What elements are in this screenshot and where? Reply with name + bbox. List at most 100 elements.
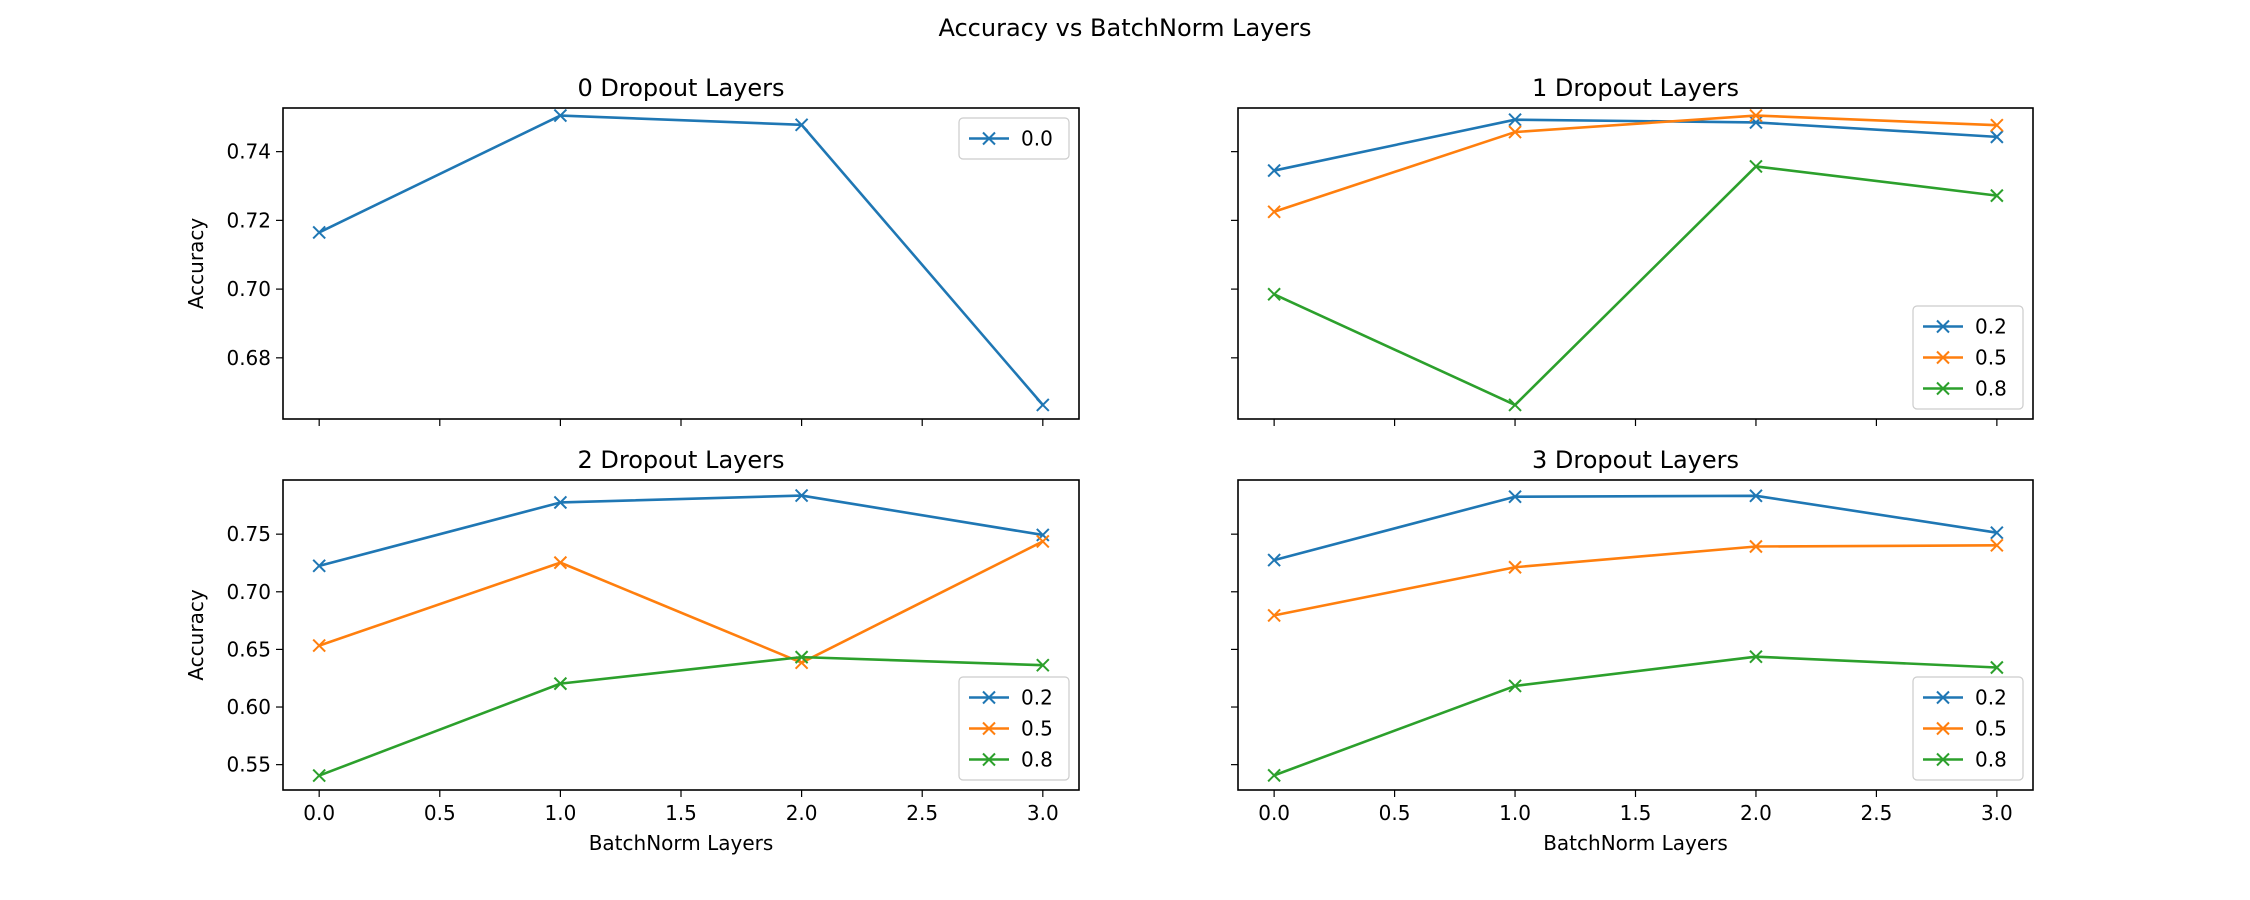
legend-label: 0.8 [1975, 748, 2007, 772]
x-tick-label: 0.0 [303, 801, 335, 825]
data-point-0.0 [312, 225, 326, 240]
subplot-title: 3 Dropout Layers [1532, 446, 1739, 474]
legend-marker-0.0 [982, 131, 996, 146]
legend-box [1912, 305, 2024, 410]
legend: 0.2 0.5 0.8 [1912, 676, 2024, 781]
series-line-0.5 [1273, 114, 1997, 214]
data-point-0.8 [1508, 398, 1522, 412]
subplot-grid: 0 Dropout Layers 0.68 0.70 0.72 0.74 Accuracy… [184, 74, 2034, 855]
data-point-0.8 [1749, 159, 1763, 174]
x-tick-label: 1.5 [665, 801, 697, 825]
series-line-0.0 [318, 114, 1044, 406]
legend-marker-0.8 [1936, 752, 1950, 767]
legend-label: 0.8 [1021, 748, 1053, 772]
y-axis-label: Accuracy [184, 218, 208, 309]
y-tick-label: 0.72 [226, 208, 271, 232]
x-tick-label: 1.0 [544, 801, 576, 825]
data-point-0.2 [553, 495, 568, 510]
x-tick-label: 0.5 [1379, 801, 1411, 825]
data-point-0.5 [1036, 534, 1050, 549]
data-point-0.8 [1990, 188, 2004, 203]
x-axis-label: BatchNorm Layers [589, 831, 774, 855]
legend-marker-0.2 [1936, 690, 1950, 705]
x-tick-label: 2.5 [906, 801, 938, 825]
data-point-0.2 [1036, 528, 1050, 542]
x-tick-label: 2.0 [786, 801, 818, 825]
axes-frame [1237, 479, 2034, 791]
data-point-0.8 [312, 768, 326, 783]
data-point-0.8 [1749, 649, 1763, 664]
x-axis-label: BatchNorm Layers [1543, 831, 1728, 855]
data-point-0.5 [1990, 538, 2004, 553]
legend-label: 0.2 [1975, 686, 2007, 710]
data-point-0.5 [1749, 108, 1763, 123]
data-point-0.5 [1508, 560, 1522, 574]
data-point-0.5 [1749, 539, 1763, 554]
legend-label: 0.8 [1975, 377, 2007, 401]
data-point-0.5 [312, 638, 326, 653]
subplot-title: 2 Dropout Layers [578, 446, 785, 474]
legend-marker-0.2 [982, 690, 996, 705]
legend: 0.2 0.5 0.8 [958, 676, 1070, 781]
figure-title: Accuracy vs BatchNorm Layers [938, 14, 1311, 42]
series-line-0.5 [318, 540, 1044, 664]
data-point-0.2 [1508, 490, 1522, 504]
data-point-0.2 [1508, 112, 1522, 127]
data-point-0.5 [1508, 125, 1522, 139]
data-point-0.0 [794, 118, 809, 132]
data-point-0.2 [1267, 163, 1281, 178]
data-point-0.2 [1267, 553, 1281, 567]
x-tick-label: 2.5 [1861, 801, 1893, 825]
data-point-0.8 [1267, 287, 1281, 301]
data-point-0.8 [794, 650, 809, 664]
y-tick-label: 0.74 [226, 140, 271, 164]
x-tick-label: 2.0 [1740, 801, 1772, 825]
series-line-0.2 [318, 494, 1044, 568]
legend-label: 0.2 [1021, 686, 1053, 710]
data-point-0.8 [1990, 660, 2004, 675]
axes-frame [1237, 107, 2034, 420]
subplot-1: 0 Dropout Layers 0.68 0.70 0.72 0.74 Accuracy… [184, 74, 1080, 426]
subplot-3: 2 Dropout Layers 0.0 0.5 1.0 1.5 2.0 2.5 3.0 0.5… [184, 446, 1080, 855]
y-tick-label: 0.70 [226, 580, 271, 604]
series-line-0.8 [318, 655, 1043, 777]
series-line-0.2 [1273, 118, 1997, 172]
y-tick-label: 0.68 [226, 346, 271, 370]
series-line-0.8 [1273, 165, 1998, 407]
data-point-0.2 [794, 488, 809, 503]
legend-label: 0.2 [1975, 315, 2007, 339]
subplot-4: 3 Dropout Layers 0.0 0.5 1.0 1.5 2.0 2.5 3.0 Bat… [1231, 446, 2034, 855]
subplot-2: 1 Dropout Layers 0.2 0.5 0.8 [1231, 74, 2034, 426]
series-line-0.5 [1273, 544, 1997, 617]
data-point-0.0 [1036, 398, 1050, 412]
data-point-0.5 [1990, 118, 2004, 132]
axes-frame [282, 107, 1080, 420]
legend: 0.0 [958, 117, 1070, 160]
legend: 0.2 0.5 0.8 [1912, 305, 2024, 410]
x-tick-label: 0.5 [424, 801, 456, 825]
subplot-title: 1 Dropout Layers [1532, 74, 1739, 102]
legend-box [958, 676, 1070, 781]
x-tick-label: 1.0 [1499, 801, 1531, 825]
data-point-0.2 [312, 559, 326, 573]
data-point-0.8 [1036, 658, 1050, 672]
series-line-0.8 [1273, 655, 1997, 777]
data-point-0.8 [1267, 768, 1281, 783]
legend-marker-0.5 [982, 721, 996, 736]
y-tick-label: 0.65 [226, 637, 271, 661]
x-tick-label: 0.0 [1258, 801, 1290, 825]
data-point-0.5 [1267, 205, 1281, 219]
data-point-0.5 [1267, 608, 1281, 623]
x-tick-label: 1.5 [1620, 801, 1652, 825]
legend-label: 0.5 [1975, 717, 2007, 741]
legend-marker-0.8 [982, 752, 996, 767]
y-tick-label: 0.60 [226, 695, 271, 719]
y-tick-label: 0.70 [226, 277, 271, 301]
y-tick-label: 0.55 [226, 753, 271, 777]
subplot-title: 0 Dropout Layers [578, 74, 785, 102]
x-tick-label: 3.0 [1027, 801, 1059, 825]
legend-label: 0.0 [1021, 127, 1053, 151]
data-point-0.5 [553, 555, 568, 570]
legend-marker-0.5 [1936, 721, 1950, 736]
legend-box [1912, 676, 2024, 781]
